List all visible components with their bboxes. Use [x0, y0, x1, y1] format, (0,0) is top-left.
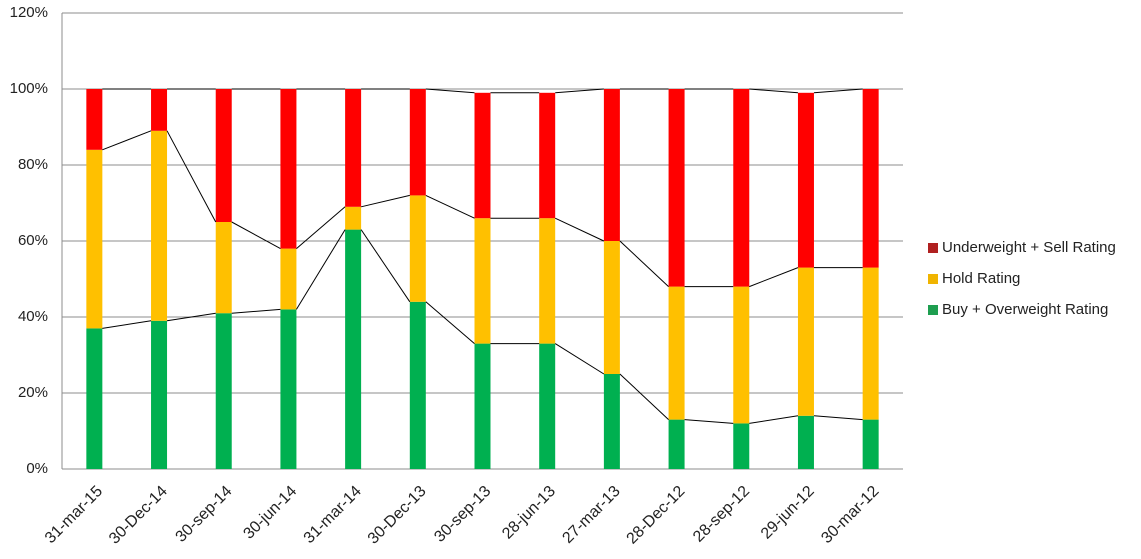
- bar-segment: [733, 423, 750, 469]
- bar-segment: [280, 248, 297, 310]
- legend-label: Underweight + Sell Rating: [942, 239, 1116, 256]
- legend-swatch: [928, 243, 938, 253]
- series-line: [813, 415, 863, 421]
- legend-label: Buy + Overweight Rating: [942, 301, 1108, 318]
- y-tick-label: 0%: [26, 460, 48, 477]
- legend-swatch: [928, 305, 938, 315]
- bar-segment: [797, 92, 814, 268]
- x-tick-label: 30-jun-14: [240, 483, 300, 543]
- y-tick-label: 40%: [18, 308, 48, 325]
- series-line: [813, 88, 863, 94]
- series-line: [166, 130, 217, 223]
- x-tick-label: 30-sep-13: [431, 483, 494, 546]
- bar-segment: [539, 92, 556, 219]
- bar-segment: [345, 89, 362, 207]
- x-tick-label: 27-mar-13: [559, 483, 623, 547]
- bar-segment: [603, 241, 620, 374]
- series-line: [684, 419, 734, 424]
- bar-segment: [215, 313, 232, 469]
- series-line: [166, 312, 216, 322]
- bar-segment: [86, 328, 103, 469]
- bar-segment: [733, 286, 750, 424]
- series-line: [361, 194, 410, 208]
- series-line: [554, 343, 605, 375]
- bar-segment: [668, 89, 685, 287]
- legend-swatch: [928, 274, 938, 284]
- bar-segment: [215, 222, 232, 314]
- x-tick-label: 30-mar-12: [818, 483, 882, 547]
- series-line: [425, 301, 475, 344]
- series-line: [749, 415, 799, 424]
- bar-segment: [86, 149, 103, 329]
- y-tick-label: 20%: [18, 384, 48, 401]
- y-tick-label: 60%: [18, 232, 48, 249]
- series-line: [102, 320, 152, 329]
- series-line: [619, 240, 669, 287]
- x-tick-label: 31-mar-14: [301, 483, 365, 547]
- series-line: [555, 88, 604, 94]
- series-line: [749, 267, 799, 288]
- series-line: [102, 130, 152, 151]
- x-tick-label: 29-jun-12: [758, 483, 818, 543]
- series-line: [425, 88, 475, 94]
- bar-segment: [603, 374, 620, 469]
- x-tick-label: 30-sep-14: [173, 483, 236, 546]
- bar-segment: [409, 195, 426, 302]
- bar-segment: [474, 92, 491, 219]
- bar-segment: [215, 89, 232, 222]
- x-tick-label: 28-sep-12: [690, 483, 753, 546]
- bar-segment: [409, 301, 426, 469]
- bar-segment: [151, 130, 168, 321]
- x-tick-label: 28-Dec-12: [624, 483, 689, 548]
- bar-segment: [733, 89, 750, 287]
- bar-segment: [539, 218, 556, 344]
- bar-segment: [151, 89, 168, 131]
- bar-segment: [345, 206, 362, 230]
- series-line: [360, 229, 411, 303]
- y-tick-label: 80%: [18, 156, 48, 173]
- bar-segment: [862, 419, 879, 469]
- bar-segment: [345, 229, 362, 469]
- bar-segment: [862, 89, 879, 268]
- legend-label: Hold Rating: [942, 270, 1020, 287]
- y-tick-label: 100%: [10, 80, 48, 97]
- series-line: [231, 221, 281, 250]
- series-line: [619, 373, 669, 420]
- bar-segment: [539, 343, 556, 469]
- bar-segment: [474, 218, 491, 344]
- y-tick-label: 120%: [10, 4, 48, 21]
- series-line: [295, 229, 346, 310]
- series-line: [554, 217, 605, 242]
- series-line: [231, 308, 281, 314]
- series-line: [296, 206, 346, 249]
- bar-segment: [409, 89, 426, 196]
- bar-segment: [797, 415, 814, 469]
- bar-segment: [280, 309, 297, 469]
- bar-segment: [280, 89, 297, 249]
- bar-segment: [668, 419, 685, 469]
- x-tick-label: 28-jun-13: [499, 483, 559, 543]
- x-tick-label: 30-Dec-14: [106, 483, 171, 548]
- series-line: [425, 194, 475, 219]
- bar-segment: [474, 343, 491, 469]
- series-line: [749, 88, 799, 94]
- x-tick-label: 30-Dec-13: [365, 483, 430, 548]
- bar-segment: [862, 267, 879, 420]
- x-tick-label: 31-mar-15: [42, 483, 106, 547]
- bar-segment: [86, 89, 103, 150]
- bar-segment: [668, 286, 685, 420]
- bar-segment: [603, 89, 620, 241]
- bar-segment: [797, 267, 814, 416]
- bar-segment: [151, 320, 168, 469]
